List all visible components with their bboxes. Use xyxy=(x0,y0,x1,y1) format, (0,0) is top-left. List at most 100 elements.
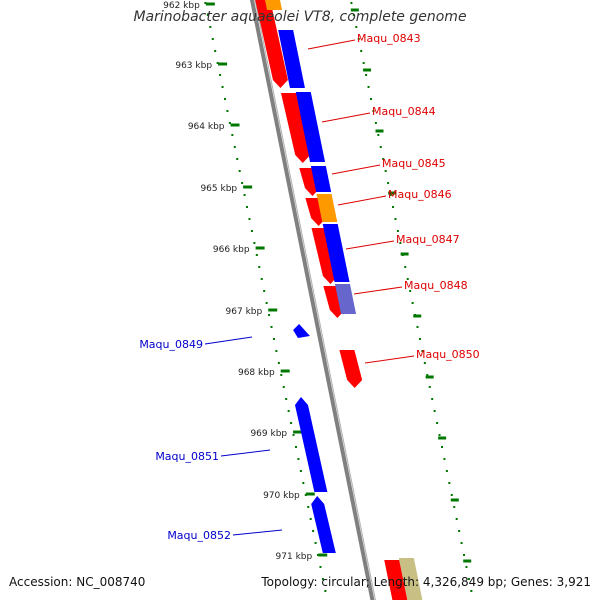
gene-block xyxy=(384,560,409,604)
gene-block xyxy=(322,224,350,282)
gene-label: Maqu_0849 xyxy=(139,338,203,351)
tick-dot xyxy=(211,38,214,40)
tick-dot xyxy=(418,338,421,340)
tick-dot xyxy=(297,458,300,460)
tick-dot xyxy=(421,350,424,352)
tick-dot xyxy=(409,290,412,292)
tick-dot xyxy=(209,26,212,28)
gene-label: Maqu_0845 xyxy=(382,157,446,170)
genome-summary: Topology: circular; Length: 4,326,849 bp… xyxy=(261,575,591,589)
tick-dot xyxy=(384,170,387,172)
tick-dot xyxy=(238,170,241,172)
scale-tick-label: 969 kbp xyxy=(250,429,287,439)
gene-block xyxy=(339,350,363,388)
gene-label: Maqu_0848 xyxy=(404,279,468,292)
tick-dot xyxy=(287,410,290,412)
tick-dot xyxy=(280,374,283,376)
tick-dot xyxy=(272,338,275,340)
gene-label-leader xyxy=(321,112,371,123)
tick-dot xyxy=(307,506,310,508)
gene-block xyxy=(293,324,310,338)
tick-dot xyxy=(360,50,363,52)
tick-dot xyxy=(214,50,217,52)
tick-dot xyxy=(411,302,414,304)
feature-block xyxy=(398,558,424,604)
gene-label-leader xyxy=(331,164,381,175)
tick-dot xyxy=(309,518,312,520)
gene-block xyxy=(310,166,332,192)
tick-dot xyxy=(253,242,256,244)
tick-dot xyxy=(458,530,461,532)
tick-dot xyxy=(470,590,473,592)
tick-dot xyxy=(423,362,426,364)
gene-block xyxy=(311,496,336,553)
accession-label: Accession: NC_008740 xyxy=(9,575,146,589)
scale-tick-label: 964 kbp xyxy=(188,122,225,132)
tick-dot xyxy=(431,398,434,400)
tick-dot xyxy=(243,194,246,196)
tick-dot xyxy=(445,470,448,472)
tick-dot xyxy=(355,26,358,28)
tick-dot xyxy=(467,578,470,580)
gene-label: Maqu_0850 xyxy=(416,348,480,361)
tick-dot xyxy=(312,530,315,532)
tick-dot xyxy=(270,326,273,328)
gene-block xyxy=(294,397,328,492)
tick-dot xyxy=(321,578,324,580)
backbone-highlight xyxy=(254,0,377,604)
tick-dot xyxy=(362,62,365,64)
gene-label: Maqu_0843 xyxy=(357,32,421,45)
feature-block xyxy=(316,194,338,222)
gene-label: Maqu_0846 xyxy=(388,188,452,201)
tick-dot xyxy=(231,134,234,136)
scale-tick-label: 962 kbp xyxy=(163,1,200,11)
tick-dot xyxy=(250,230,253,232)
tick-dot xyxy=(241,182,244,184)
gene-label: Maqu_0851 xyxy=(155,450,219,463)
tick-dot xyxy=(426,374,429,376)
scale-tick-label: 966 kbp xyxy=(213,245,250,255)
tick-dot xyxy=(324,590,327,592)
tick-dot xyxy=(228,122,231,124)
tick-dot xyxy=(260,278,263,280)
tick-dot xyxy=(463,554,466,556)
tick-dot xyxy=(275,350,278,352)
tick-dot xyxy=(396,230,399,232)
tick-dot xyxy=(453,506,456,508)
tick-dot xyxy=(246,206,249,208)
gene-block xyxy=(295,92,326,162)
gene-block xyxy=(311,228,338,284)
tick-dot xyxy=(436,422,439,424)
tick-dot xyxy=(350,2,353,4)
scale-tick-label: 970 kbp xyxy=(263,491,300,501)
backbone-line xyxy=(249,0,376,604)
tick-dot xyxy=(455,518,458,520)
tick-dot xyxy=(285,398,288,400)
scale-tick-label: 967 kbp xyxy=(226,307,263,317)
scale-tick-label: 968 kbp xyxy=(238,368,275,378)
gene-label-leader xyxy=(307,39,356,50)
tick-dot xyxy=(374,122,377,124)
tick-dot xyxy=(255,254,258,256)
tick-dot xyxy=(204,2,207,4)
tick-dot xyxy=(428,386,431,388)
tick-dot xyxy=(290,422,293,424)
tick-dot xyxy=(406,278,409,280)
tick-dot xyxy=(248,218,251,220)
tick-dot xyxy=(314,542,317,544)
tick-dot xyxy=(433,410,436,412)
tick-dot xyxy=(465,566,468,568)
tick-dot xyxy=(382,158,385,160)
gene-block xyxy=(278,30,305,88)
tick-dot xyxy=(282,386,285,388)
scale-tick-label: 965 kbp xyxy=(200,184,237,194)
tick-dot xyxy=(365,74,368,76)
tick-dot xyxy=(263,290,266,292)
tick-dot xyxy=(302,482,305,484)
scale-tick-label: 971 kbp xyxy=(276,552,313,562)
tick-dot xyxy=(219,74,222,76)
tick-dot xyxy=(387,182,390,184)
tick-dot xyxy=(216,62,219,64)
